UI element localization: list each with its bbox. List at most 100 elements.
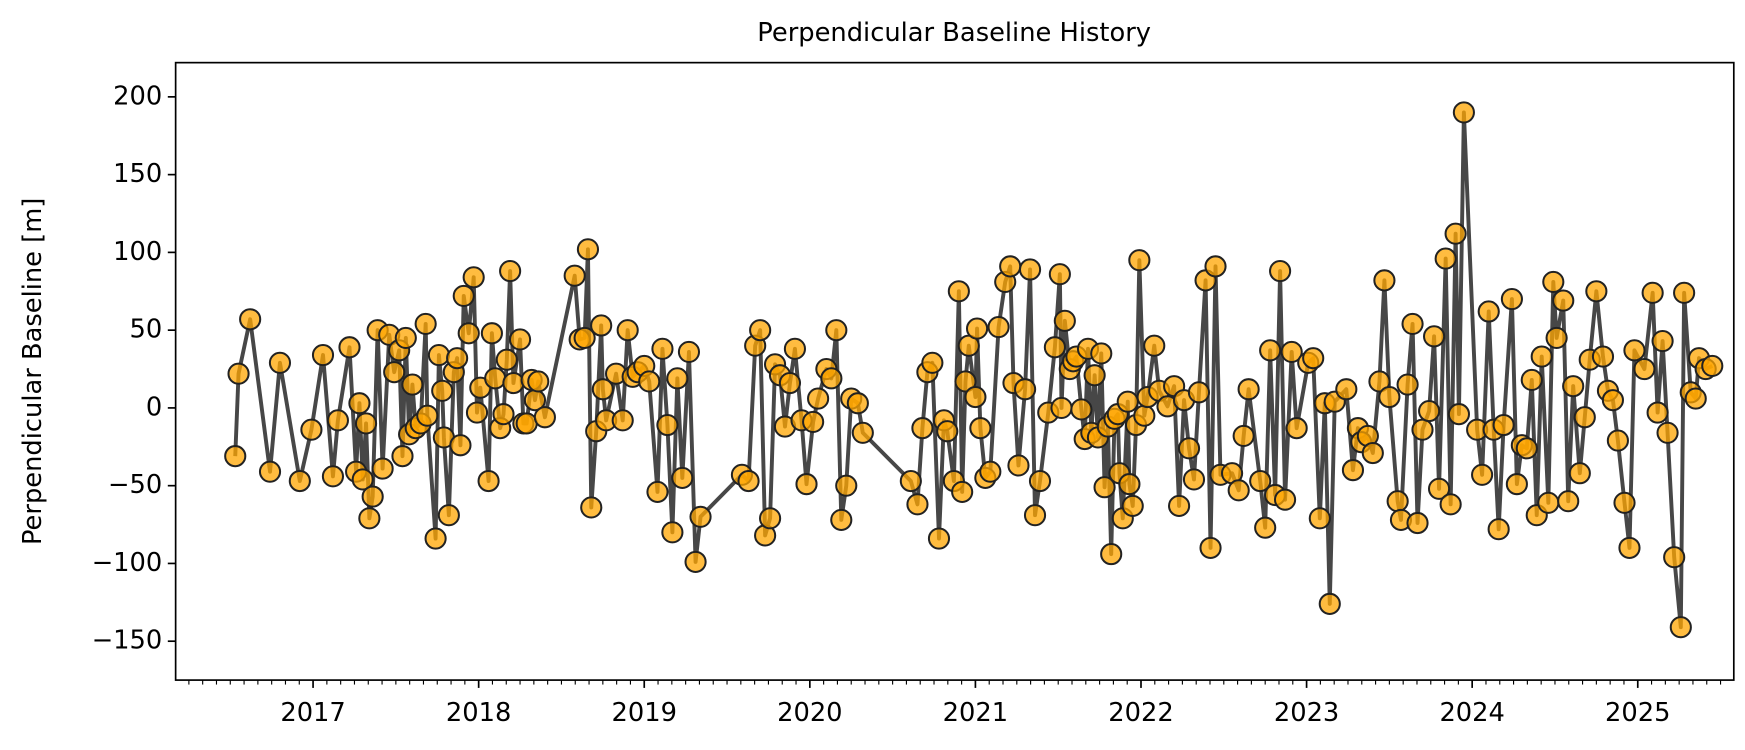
data-point (1500, 287, 1523, 311)
data-point (394, 326, 417, 349)
data-point (484, 367, 507, 390)
y-tick-label: 0 (146, 392, 162, 422)
data-point (651, 337, 674, 360)
data-point (348, 392, 371, 415)
data-point (1562, 375, 1585, 398)
data-point (1237, 378, 1260, 401)
data-point (656, 413, 679, 437)
data-point (638, 370, 661, 393)
data-point (1557, 490, 1580, 513)
data-point (969, 417, 992, 440)
data-point (1232, 424, 1255, 447)
data-point (851, 421, 874, 444)
data-point (449, 434, 472, 457)
data-point (899, 469, 922, 493)
data-point (391, 445, 414, 468)
data-point (361, 485, 384, 508)
data-point (1591, 345, 1615, 368)
data-point (1520, 368, 1543, 391)
data-point (1182, 468, 1206, 491)
data-point (1048, 263, 1071, 286)
data-point (1434, 247, 1457, 270)
data-point (1335, 378, 1358, 401)
data-point (1423, 325, 1446, 348)
data-point (227, 362, 250, 385)
data-point (446, 347, 469, 370)
data-point (964, 385, 987, 409)
data-point (1452, 101, 1475, 124)
data-point (1401, 312, 1424, 336)
data-point (616, 319, 639, 342)
data-point (1177, 437, 1201, 460)
data-point (1100, 543, 1123, 566)
data-point (646, 480, 669, 503)
data-point (1585, 280, 1608, 303)
data-point (1618, 536, 1641, 559)
chart-title: Perpendicular Baseline History (757, 18, 1151, 48)
data-point (954, 370, 977, 393)
data-point (987, 315, 1010, 339)
data-point (1070, 398, 1093, 421)
data-point (1386, 490, 1409, 513)
data-point (999, 255, 1022, 278)
data-point (1552, 289, 1575, 312)
data-point (1050, 396, 1073, 419)
data-point (1007, 454, 1030, 477)
data-point (1447, 403, 1470, 426)
data-point (224, 445, 247, 468)
data-point (1280, 340, 1303, 363)
data-point (737, 469, 760, 493)
data-point (807, 387, 830, 410)
data-point (590, 314, 613, 337)
data-point (1439, 493, 1462, 516)
data-point (1646, 401, 1669, 424)
data-point (1573, 406, 1596, 429)
data-point (921, 351, 944, 374)
data-point (1053, 309, 1076, 332)
data-point (1273, 488, 1297, 511)
data-point (1043, 336, 1066, 359)
x-tick-label: 2022 (1108, 698, 1173, 728)
y-tick-label: 150 (113, 159, 162, 189)
data-point (1471, 463, 1494, 486)
data-point (947, 280, 970, 303)
data-point (576, 238, 600, 261)
data-point (1633, 357, 1656, 381)
data-point (1302, 347, 1325, 370)
data-point (1427, 477, 1451, 500)
data-point (465, 401, 489, 424)
data-point (802, 410, 825, 433)
data-point (759, 507, 782, 530)
data-point (288, 469, 311, 493)
data-point (778, 371, 802, 395)
data-point (1684, 387, 1707, 410)
data-point (1606, 429, 1629, 452)
data-point (1641, 281, 1664, 304)
data-point (1259, 339, 1282, 362)
data-point (1083, 364, 1106, 387)
data-point (1537, 491, 1560, 514)
data-point (508, 328, 532, 351)
data-point (906, 493, 929, 516)
data-point (1515, 437, 1538, 460)
data-point (1014, 378, 1037, 401)
data-point (480, 322, 503, 345)
data-point (1118, 473, 1141, 496)
data-point (338, 336, 361, 359)
data-point (1568, 462, 1591, 485)
data-point (580, 496, 603, 519)
data-point (311, 343, 335, 367)
data-point (1601, 389, 1624, 412)
data-point (239, 308, 262, 331)
data-point (515, 412, 538, 435)
data-point (830, 508, 853, 531)
data-point (1121, 494, 1144, 517)
data-point (437, 504, 460, 527)
data-point (1254, 516, 1277, 539)
data-point (1418, 399, 1441, 423)
x-tick-label: 2019 (612, 698, 677, 728)
data-point (825, 319, 848, 342)
data-point (1187, 381, 1211, 404)
data-point (689, 505, 712, 528)
data-point (1623, 339, 1646, 362)
